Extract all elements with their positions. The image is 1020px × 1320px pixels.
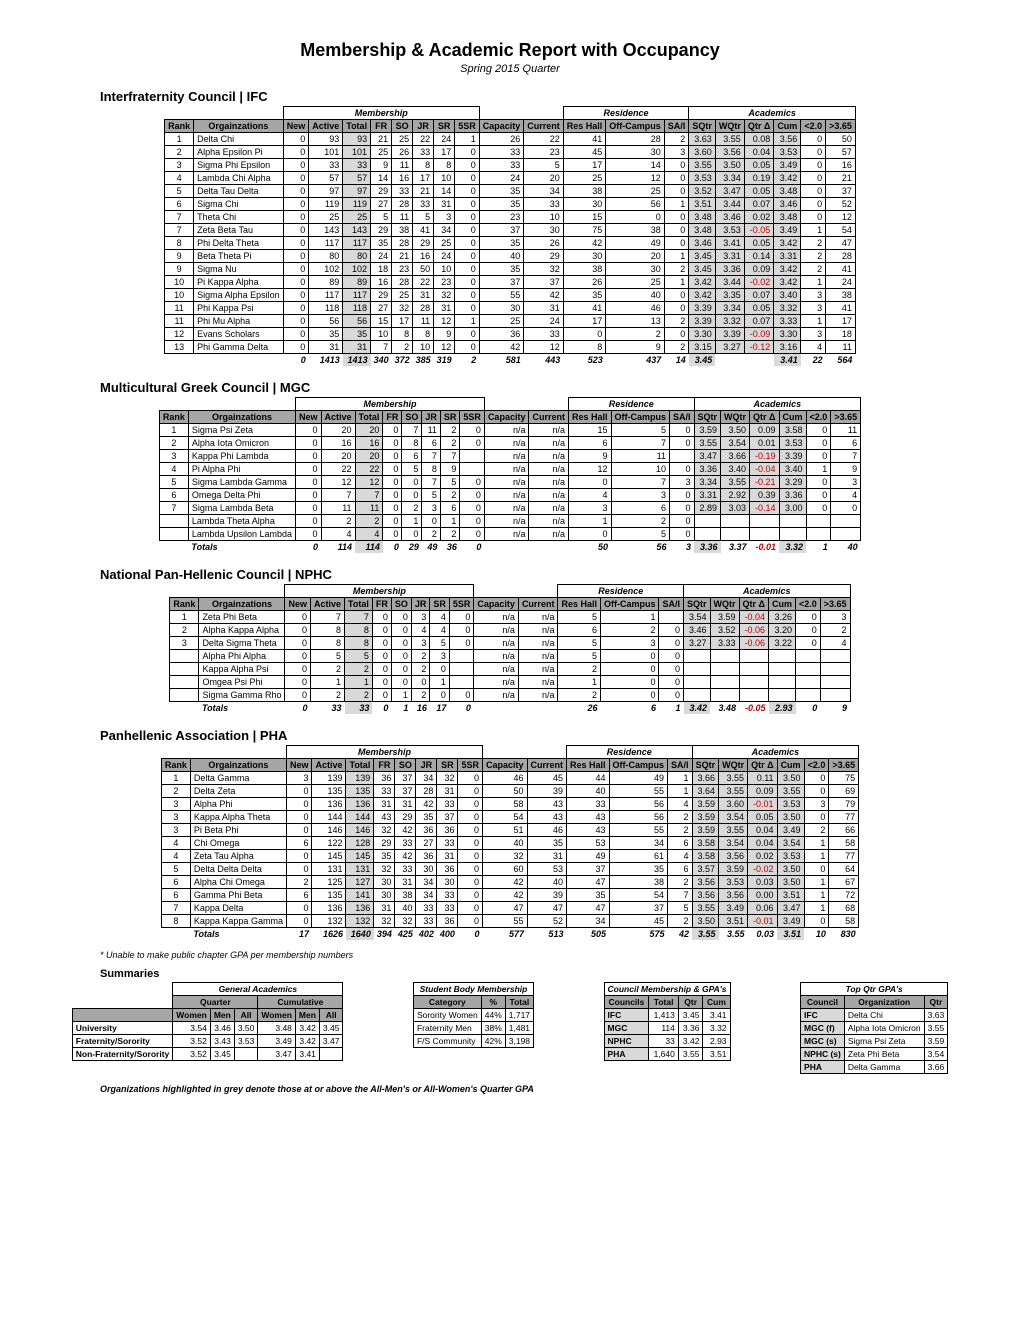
subtitle: Spring 2015 Quarter xyxy=(40,63,980,75)
table-row: 3Kappa Alpha Theta0144144432935370544343… xyxy=(161,811,858,824)
disclaimer: Organizations highlighted in grey denote… xyxy=(100,1084,980,1094)
totals-row: Totals1716261640394425402400057751350557… xyxy=(161,928,858,941)
general-academics: General Academics QuarterCumulative Wome… xyxy=(72,982,344,1061)
table-row: 11Phi Kappa Psi0118118273228310303141460… xyxy=(165,302,856,315)
table-row: 4Chi Omega61221282933273304035533463.583… xyxy=(161,837,858,850)
table-row: 7Kappa Delta01361363140333304747473753.5… xyxy=(161,902,858,915)
table-row: 4Lambda Chi Alpha05757141617100242025120… xyxy=(165,172,856,185)
table-row: 7Sigma Lambda Beta0111102360n/an/a3602.8… xyxy=(159,502,860,515)
table-row: Kappa Alpha Psi0220020n/an/a200 xyxy=(170,663,850,676)
table-row: 5Delta Tau Delta097972933211403534382503… xyxy=(165,185,856,198)
table-row: 8Phi Delta Theta011711735282925035264249… xyxy=(165,237,856,250)
section-heading: National Pan-Hellenic Council | NPHC xyxy=(100,567,980,582)
table-row: 11Phi Mu Alpha056561517111212524171323.3… xyxy=(165,315,856,328)
summaries-heading: Summaries xyxy=(100,968,980,980)
data-table: MembershipResidenceAcademicsRankOrgainza… xyxy=(169,584,850,714)
table-row: 10Pi Kappa Alpha089891628222303737262513… xyxy=(165,276,856,289)
table-row: 6Omega Delta Phi07700520n/an/a4303.312.9… xyxy=(159,489,860,502)
totals-row: 0141314133403723853192581443523437143.45… xyxy=(165,354,856,367)
table-row: 13Phi Gamma Delta03131721012042128923.15… xyxy=(165,341,856,354)
totals-row: Totals03333011617026613.423.48-0.052.930… xyxy=(170,702,850,715)
table-row: 2Delta Zeta01351353337283105039405513.64… xyxy=(161,785,858,798)
table-row: Omgea Psi Phi0110001n/an/a100 xyxy=(170,676,850,689)
table-row: 5Sigma Lambda Gamma0121200750n/an/a0733.… xyxy=(159,476,860,489)
table-row: 6Gamma Phi Beta6135141303834330423935547… xyxy=(161,889,858,902)
table-row: 4Pi Alpha Phi022220589n/an/a121003.363.4… xyxy=(159,463,860,476)
section-heading: Panhellenic Association | PHA xyxy=(100,728,980,743)
top-qtr-gpa: Top Qtr GPA's CouncilOrganizationQtrIFCD… xyxy=(800,982,948,1074)
table-row: 2Alpha Kappa Alpha08800440n/an/a6203.463… xyxy=(170,624,850,637)
table-row: 2Alpha Iota Omicron0161608620n/an/a6703.… xyxy=(159,437,860,450)
data-table: MembershipResidenceAcademicsRankOrgainza… xyxy=(164,106,856,366)
table-row: 6Alpha Chi Omega212512730313430042404738… xyxy=(161,876,858,889)
title: Membership & Academic Report with Occupa… xyxy=(40,40,980,61)
table-row: Lambda Theta Alpha02201010n/an/a120 xyxy=(159,515,860,528)
footnote: * Unable to make public chapter GPA per … xyxy=(100,950,980,960)
table-row: 9Beta Theta Pi080802421162404029302013.4… xyxy=(165,250,856,263)
table-row: 10Sigma Alpha Epsilon0117117292531320554… xyxy=(165,289,856,302)
totals-row: Totals011411402949360505633.363.37-0.013… xyxy=(159,541,860,554)
table-row: 2Alpha Epsilon Pi01011012526331703323453… xyxy=(165,146,856,159)
table-row: 1Delta Chi093932125222412622412823.633.5… xyxy=(165,133,856,146)
student-body-membership: Student Body Membership Category%TotalSo… xyxy=(413,982,534,1048)
table-row: 1Zeta Phi Beta07700340n/an/a513.543.59-0… xyxy=(170,611,850,624)
council-membership: Council Membership & GPA's CouncilsTotal… xyxy=(604,982,731,1061)
table-row: 7Zeta Beta Tau01431432938413403730753803… xyxy=(165,224,856,237)
table-row: 3Kappa Phi Lambda020200677n/an/a9113.473… xyxy=(159,450,860,463)
table-row: 4Zeta Tau Alpha0145145354236310323149614… xyxy=(161,850,858,863)
data-table: MembershipResidenceAcademicsRankOrgainza… xyxy=(159,397,861,553)
table-row: 7Theta Chi02525511530231015003.483.460.0… xyxy=(165,211,856,224)
table-row: 1Delta Gamma31391393637343204645444913.6… xyxy=(161,772,858,785)
table-row: 9Sigma Nu01021021823501003532383023.453.… xyxy=(165,263,856,276)
table-row: 3Alpha Phi01361363131423305843335643.593… xyxy=(161,798,858,811)
table-row: Lambda Upsilon Lambda04400220n/an/a050 xyxy=(159,528,860,541)
table-row: 6Sigma Chi01191192728333103533305613.513… xyxy=(165,198,856,211)
section-heading: Interfraternity Council | IFC xyxy=(100,89,980,104)
table-row: 3Delta Sigma Theta08800350n/an/a5303.273… xyxy=(170,637,850,650)
data-table: MembershipResidenceAcademicsRankOrgainza… xyxy=(161,745,859,940)
table-row: 3Pi Beta Phi01461463242363605146435523.5… xyxy=(161,824,858,837)
table-row: 12Evans Scholars0353510889036330203.303.… xyxy=(165,328,856,341)
table-row: Sigma Gamma Rho02201200n/an/a200 xyxy=(170,689,850,702)
table-row: 1Sigma Psi Zeta02020071120n/an/a15503.59… xyxy=(159,424,860,437)
table-row: 8Kappa Kappa Gamma0132132323233360555234… xyxy=(161,915,858,928)
section-heading: Multicultural Greek Council | MGC xyxy=(100,380,980,395)
table-row: 5Delta Delta Delta0131131323330360605337… xyxy=(161,863,858,876)
table-row: Alpha Phi Alpha0550023n/an/a500 xyxy=(170,650,850,663)
table-row: 3Sigma Phi Epsilon03333911880335171403.5… xyxy=(165,159,856,172)
